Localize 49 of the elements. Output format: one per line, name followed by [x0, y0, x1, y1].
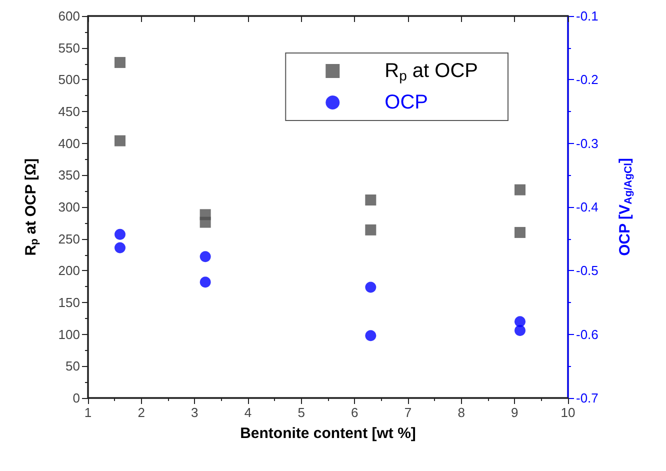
x-tick-label: 4	[244, 405, 252, 420]
y2-tick-label: -0.2	[576, 72, 598, 88]
y-tick-label: 450	[58, 104, 80, 119]
y-tick-label: 50	[66, 358, 80, 374]
x-tick-label: 2	[138, 405, 145, 420]
point	[114, 242, 126, 254]
point	[365, 224, 376, 236]
y-tick-label: 500	[58, 72, 80, 88]
y-axis-title: Rp at OCP [Ω]	[22, 158, 40, 256]
y2-tick-label: -0.6	[576, 326, 598, 342]
y-tick-label: 600	[58, 8, 80, 24]
point	[200, 251, 211, 262]
y2-tick-label: -0.7	[576, 390, 598, 406]
x-tick-label: 8	[458, 405, 465, 420]
x-tick-label: 3	[191, 405, 198, 420]
y-tick-label: 100	[58, 326, 80, 342]
y-tick-label: 200	[58, 263, 80, 278]
point	[514, 184, 526, 196]
x-tick-label: 1	[84, 405, 92, 420]
y2-axis-title: OCP [VAg/AgCl]	[616, 158, 634, 256]
y-tick-label: 0	[72, 390, 80, 406]
y2-tick-label: -0.3	[576, 136, 598, 151]
point	[200, 216, 211, 228]
point	[200, 276, 211, 288]
point	[514, 316, 526, 328]
x-tick-label: 5	[298, 405, 305, 420]
x-tick-label: 9	[511, 405, 518, 420]
point	[114, 135, 126, 146]
x-axis-title: Bentonite content [wt %]	[240, 425, 416, 442]
y2-tick-label: -0.4	[576, 200, 598, 214]
y2-tick-label: -0.5	[576, 263, 598, 278]
y-tick-label: 250	[58, 231, 80, 246]
x-tick-label: 10	[560, 405, 576, 420]
y-tick-label: 300	[58, 200, 80, 214]
x-tick-label: 6	[351, 405, 358, 420]
x-tick-label: 7	[404, 405, 412, 420]
point	[514, 226, 526, 238]
y-tick-label: 350	[58, 168, 80, 183]
point	[514, 325, 526, 336]
point	[365, 330, 376, 342]
y-tick-label: 400	[58, 136, 80, 151]
y-tick-label: 550	[58, 40, 80, 56]
legend-label: OCP	[384, 92, 428, 114]
point	[365, 194, 376, 206]
point	[365, 282, 376, 293]
y-tick-label: 150	[58, 295, 80, 310]
y2-tick-label: -0.1	[576, 8, 598, 24]
point	[114, 228, 126, 240]
point	[114, 56, 126, 68]
